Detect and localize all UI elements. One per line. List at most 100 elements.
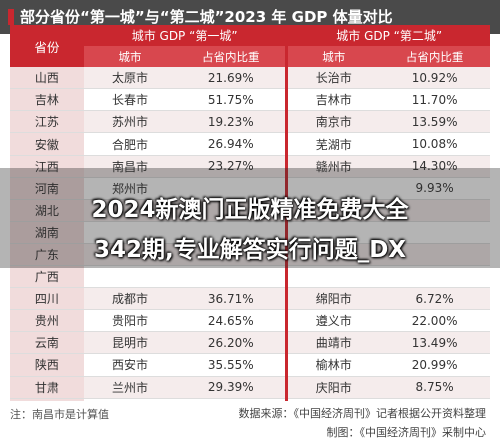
page-title: 部分省份“第一城”与“第二城”2023 年 GDP 体量对比 <box>20 8 393 26</box>
second-city-share-cell: 10.08% <box>379 132 490 156</box>
second-city-cell <box>285 177 380 200</box>
second-city-cell <box>285 199 380 222</box>
table-row: 河南 郑州市 9.93% <box>10 177 490 200</box>
province-cell: 云南 <box>10 331 84 355</box>
header-share-2: 占省内比重 <box>379 46 490 68</box>
second-city-cell: 赣州市 <box>285 155 380 178</box>
footnote: 注：南昌市是计算值 <box>10 408 109 421</box>
second-city-cell: 庆阳市 <box>285 376 380 399</box>
second-city-cell: 吉林市 <box>285 88 380 112</box>
first-city-cell: 长春市 <box>83 88 177 112</box>
first-city-share-cell: 24.65% <box>176 309 287 333</box>
first-city-share-cell <box>176 177 287 200</box>
province-cell: 湖南 <box>10 221 84 244</box>
province-cell: 广西 <box>10 265 84 289</box>
first-city-cell: 昆明市 <box>83 331 177 355</box>
header-city-1: 城市 <box>83 46 177 68</box>
header-province: 省份 <box>10 25 84 68</box>
overlay-band <box>0 168 500 268</box>
second-city-cell: 遵义市 <box>285 309 380 333</box>
second-city-share-cell: 8.75% <box>379 376 490 399</box>
table-row: 湖北 <box>10 199 490 222</box>
second-city-share-cell: 9.93% <box>379 177 490 200</box>
footer <box>0 401 500 448</box>
province-cell: 甘肃 <box>10 376 84 399</box>
second-city-share-cell: 22.00% <box>379 309 490 333</box>
source-line-2: 制图：《中国经济周刊》采制中心 <box>326 426 487 439</box>
first-city-cell: 贵阳市 <box>83 309 177 333</box>
header-share-1: 占省内比重 <box>176 46 287 68</box>
province-cell: 四川 <box>10 287 84 311</box>
province-cell: 吉林 <box>10 88 84 112</box>
second-city-share-cell: 6.72% <box>379 287 490 311</box>
first-city-share-cell: 21.69% <box>176 67 287 90</box>
first-city-share-cell: 35.55% <box>176 353 287 377</box>
second-city-share-cell <box>379 199 490 222</box>
second-city-cell: 南京市 <box>285 110 380 134</box>
header-city-2: 城市 <box>285 46 380 68</box>
first-city-share-cell: 51.75% <box>176 88 287 112</box>
second-city-share-cell: 14.30% <box>379 155 490 178</box>
first-city-share-cell <box>176 221 287 244</box>
header-second-city-group: 城市 GDP “第二城” <box>285 25 490 47</box>
table-row: 安徽 合肥市 26.94% 芜湖市 10.08% <box>10 132 490 156</box>
source-line-1: 数据来源：《中国经济周刊》记者根据公开资料整理 <box>238 407 487 420</box>
header-first-city-group: 城市 GDP “第一城” <box>83 25 287 47</box>
first-city-cell <box>83 265 177 289</box>
first-city-share-cell: 26.20% <box>176 331 287 355</box>
province-cell: 贵州 <box>10 309 84 333</box>
first-city-share-cell: 36.71% <box>176 287 287 311</box>
province-cell: 广东 <box>10 243 84 267</box>
province-cell: 山西 <box>10 67 84 90</box>
first-city-share-cell <box>176 199 287 222</box>
table-row: 广东 <box>10 243 490 267</box>
overlay-text-line-1: 2024新澳门正版精准免费大全 <box>91 197 409 223</box>
first-city-cell: 兰州市 <box>83 376 177 399</box>
first-city-share-cell <box>176 265 287 289</box>
second-city-share-cell: 13.49% <box>379 331 490 355</box>
province-cell: 江苏 <box>10 110 84 134</box>
table-row: 山西 太原市 21.69% 长治市 10.92% <box>10 67 490 90</box>
second-city-share-cell <box>379 221 490 244</box>
first-city-cell: 成都市 <box>83 287 177 311</box>
first-city-cell <box>83 199 177 222</box>
first-city-cell: 合肥市 <box>83 132 177 156</box>
first-city-cell: 西安市 <box>83 353 177 377</box>
table-row: 四川 成都市 36.71% 绵阳市 6.72% <box>10 287 490 311</box>
first-city-cell: 苏州市 <box>83 110 177 134</box>
second-city-cell: 榆林市 <box>285 353 380 377</box>
second-city-share-cell: 13.59% <box>379 110 490 134</box>
second-city-share-cell <box>379 265 490 289</box>
province-cell: 陕西 <box>10 353 84 377</box>
first-city-share-cell: 23.27% <box>176 155 287 178</box>
province-cell: 安徽 <box>10 132 84 156</box>
second-city-cell <box>285 221 380 244</box>
first-city-cell <box>83 243 177 267</box>
first-city-cell <box>83 221 177 244</box>
table-row: 贵州 贵阳市 24.65% 遵义市 22.00% <box>10 309 490 333</box>
first-city-share-cell: 29.39% <box>176 376 287 399</box>
second-city-share-cell: 11.70% <box>379 88 490 112</box>
first-city-share-cell: 19.23% <box>176 110 287 134</box>
first-city-cell: 郑州市 <box>83 177 177 200</box>
table-row: 江西 南昌市 23.27% 赣州市 14.30% <box>10 155 490 178</box>
table-row: 湖南 <box>10 221 490 244</box>
overlay-text-line-2: 342期,专业解答实行问题_DX <box>93 237 407 263</box>
title-accent-mark <box>8 9 14 25</box>
first-city-cell: 南昌市 <box>83 155 177 178</box>
first-city-share-cell <box>176 243 287 267</box>
province-cell: 江西 <box>10 155 84 178</box>
second-city-cell <box>285 265 380 289</box>
second-city-cell: 绵阳市 <box>285 287 380 311</box>
second-city-share-cell: 10.92% <box>379 67 490 90</box>
first-city-cell: 太原市 <box>83 67 177 90</box>
second-city-cell: 曲靖市 <box>285 331 380 355</box>
second-city-cell <box>285 243 380 267</box>
second-city-share-cell <box>379 243 490 267</box>
first-city-share-cell: 26.94% <box>176 132 287 156</box>
province-cell: 湖北 <box>10 199 84 222</box>
second-city-cell: 长治市 <box>285 67 380 90</box>
table-row: 云南 昆明市 26.20% 曲靖市 13.49% <box>10 331 490 355</box>
table-row: 甘肃 兰州市 29.39% 庆阳市 8.75% <box>10 376 490 399</box>
table-row: 广西 <box>10 265 490 289</box>
